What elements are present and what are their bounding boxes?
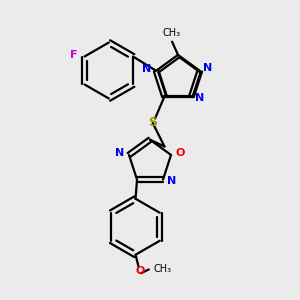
Text: CH₃: CH₃ <box>154 264 172 274</box>
Text: CH₃: CH₃ <box>162 28 181 38</box>
Text: N: N <box>115 148 124 158</box>
Text: S: S <box>148 116 157 129</box>
Text: N: N <box>167 176 177 186</box>
Text: N: N <box>203 63 213 74</box>
Text: N: N <box>142 64 152 74</box>
Text: F: F <box>70 50 77 60</box>
Text: N: N <box>195 93 204 103</box>
Text: O: O <box>135 266 145 276</box>
Text: O: O <box>176 148 185 158</box>
